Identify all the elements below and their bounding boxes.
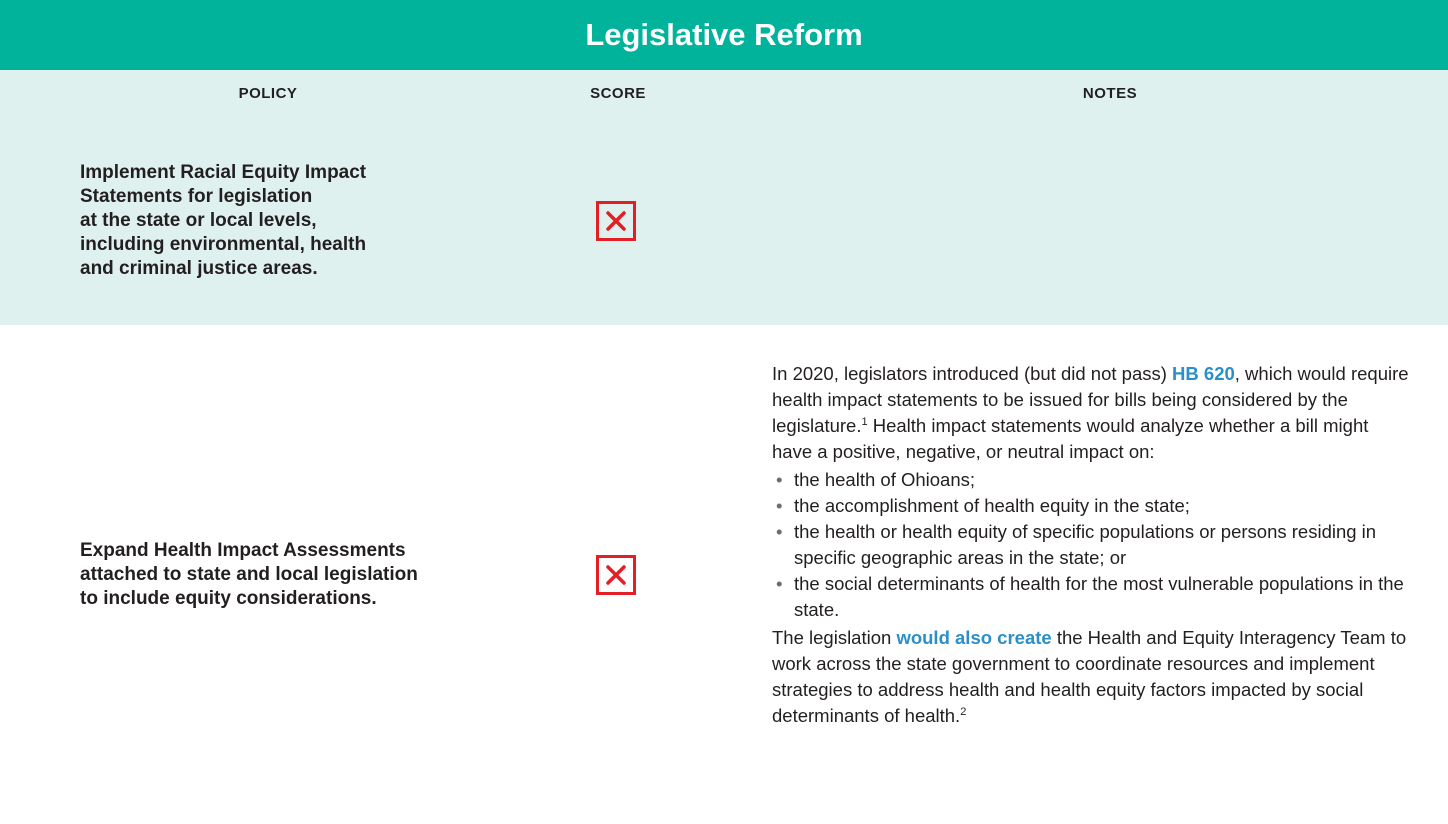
policy-line: Expand Health Impact Assessments	[80, 539, 406, 561]
policy-line: at the state or local levels,	[80, 210, 317, 231]
table-row: Implement Racial Equity Impact Statements…	[0, 117, 1448, 325]
column-header: POLICY	[238, 85, 298, 102]
policy-cell: Implement Racial Equity Impact Statements…	[80, 161, 366, 281]
bullet-item: the accomplishment of health equity in t…	[772, 493, 1412, 519]
column-header-row: POLICY SCORE NOTES	[0, 70, 1448, 117]
column-header: SCORE	[590, 85, 646, 102]
policy-line: Implement Racial Equity Impact	[80, 162, 367, 183]
notes-paragraph: The legislation would also create the He…	[772, 625, 1412, 729]
policy-line: attached to state and local legislation	[80, 563, 418, 585]
bullet-item: the health of Ohioans;	[772, 467, 1412, 493]
policy-line: to include equity considerations.	[80, 587, 377, 609]
footnote: 1	[861, 415, 868, 428]
score-x-icon	[596, 554, 636, 595]
text: The legislation	[772, 627, 897, 648]
link[interactable]: would also create	[896, 627, 1052, 648]
bullet-list: the health of Ohioans;the accomplishment…	[772, 467, 1412, 623]
table-row: Expand Health Impact Assessments attached…	[0, 325, 1448, 824]
notes-paragraph: In 2020, legislators introduced (but did…	[772, 361, 1412, 465]
footnote: 2	[960, 705, 967, 718]
policy-cell: Expand Health Impact Assessments attached…	[80, 539, 418, 611]
bullet-item: the social determinants of health for th…	[772, 571, 1412, 623]
text: , which would require health impact stat…	[772, 363, 1409, 436]
text: the Health and Equity Interagency Team t…	[772, 627, 1407, 726]
policy-line: and criminal justice areas.	[80, 258, 318, 279]
bullet-item: the health or health equity of specific …	[772, 519, 1412, 571]
policy-line: including environmental, health	[80, 234, 367, 255]
text: Health impact statements would analyze w…	[772, 415, 1369, 462]
link[interactable]: HB 620	[1172, 363, 1235, 384]
column-header: NOTES	[1082, 85, 1138, 102]
policy-line: Statements for legislation	[80, 186, 313, 207]
notes-cell: In 2020, legislators introduced (but did…	[772, 361, 1412, 729]
table-title: Legislative Reform	[0, 0, 1448, 70]
score-x-icon	[596, 201, 636, 241]
text: In 2020, legislators introduced (but did…	[772, 363, 1173, 384]
